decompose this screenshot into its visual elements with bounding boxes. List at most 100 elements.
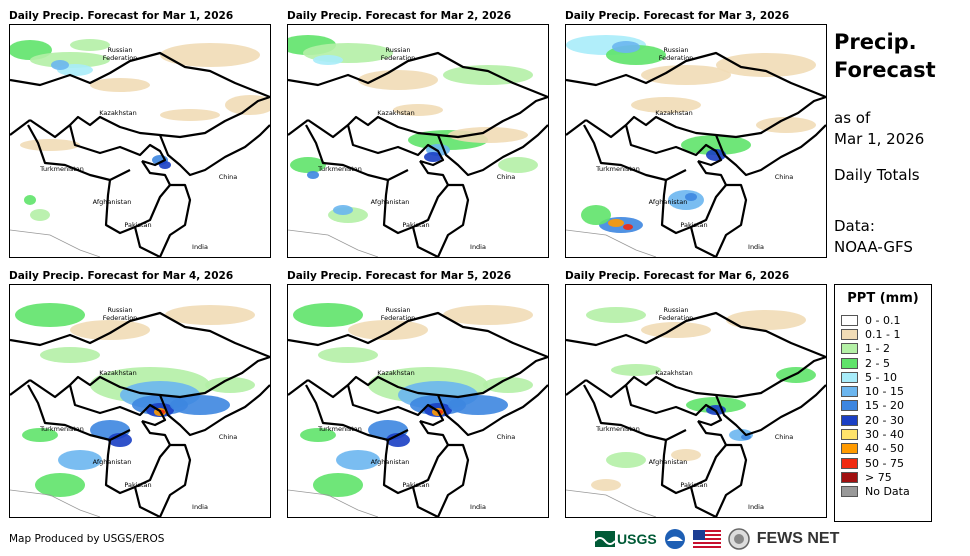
legend-item: 2 - 5 [841,356,925,370]
precip-area [20,139,80,151]
precip-area [35,473,85,497]
country-border [133,443,192,517]
country-label-afghanistan: Afghanistan [92,458,132,466]
precip-area [606,452,646,468]
country-border [411,443,470,517]
legend-title: PPT (mm) [847,291,919,306]
legend-item: > 75 [841,470,925,484]
country-label-turkmenistan: Turkmenistan [40,425,84,433]
country-label-china: China [774,433,794,441]
map-canvas [10,303,270,517]
legend-item: 5 - 10 [841,370,925,384]
legend-label: 30 - 40 [865,428,904,442]
usaid-seal-icon [727,528,750,550]
legend-label: No Data [865,485,910,499]
as-of-value: Mar 1, 2026 [834,130,925,148]
country-border [382,160,450,235]
precip-area [716,53,816,77]
forecast-title: Precip. Forecast [834,28,936,84]
precip-area [671,449,701,461]
precip-area [170,395,230,415]
precip-map: Russian Federation Kazakhstan Turkmenistan… [287,284,549,518]
legend-label: 0.1 - 1 [865,327,901,341]
precip-area [165,305,255,325]
country-label-india: India [192,243,208,251]
country-border [585,355,826,399]
panel-title: Daily Precip. Forecast for Mar 2, 2026 [287,10,512,22]
legend-swatch [841,471,858,483]
country-label-india: India [470,503,486,511]
legend-swatch [841,400,858,412]
precip-area [641,65,731,85]
precip-area [30,52,110,68]
precip-area [22,428,58,442]
country-label-kazakhstan: Kazakhstan [377,369,415,377]
legend-label: 5 - 10 [865,370,897,384]
country-border [411,183,470,257]
country-border [288,311,548,359]
panel-title: Daily Precip. Forecast for Mar 1, 2026 [9,10,234,22]
country-label-kazakhstan: Kazakhstan [655,369,693,377]
country-border [436,124,548,177]
map-canvas [10,39,270,257]
country-border [382,420,450,495]
precip-area [159,161,171,169]
precip-area [307,171,319,179]
precip-area [443,305,533,325]
precip-area [443,65,533,85]
legend-swatch [841,357,858,369]
data-source-value: NOAA-GFS [834,238,913,256]
legend-label: 15 - 20 [865,399,904,413]
panel-title: Daily Precip. Forecast for Mar 5, 2026 [287,270,512,282]
country-border [566,311,826,359]
as-of-date: as of Mar 1, 2026 [834,108,924,150]
legend-swatch [841,429,858,441]
coastline [10,229,101,257]
precip-area [611,364,661,376]
precip-area [300,428,336,442]
forecast-panel: Daily Precip. Forecast for Mar 6, 2026 Ru… [565,270,827,520]
precip-area [70,39,110,51]
panel-title: Daily Precip. Forecast for Mar 3, 2026 [565,10,790,22]
precip-area [333,205,353,215]
forecast-panel: Daily Precip. Forecast for Mar 1, 2026 Ru… [9,10,271,260]
precip-area [160,43,260,67]
precip-area [591,479,621,491]
agency-logos: USGS FEWS NET [595,526,839,552]
precip-area [318,347,378,363]
country-border [10,51,270,99]
country-border [158,384,270,437]
precip-map: Russian Federation Kazakhstan Turkmenistan… [287,24,549,258]
legend-swatch [841,314,858,326]
country-label-china: China [218,173,238,181]
forecast-panel: Daily Precip. Forecast for Mar 5, 2026 Ru… [287,270,549,520]
country-label-china: China [496,173,516,181]
country-border [624,384,723,427]
country-border [660,420,728,495]
data-source: Data: NOAA-GFS [834,216,913,258]
precip-area [681,135,751,155]
country-label-russia: Russian Federation [380,306,416,322]
precip-area [108,433,132,447]
country-label-pakistan: Pakistan [124,481,152,489]
country-border [660,160,728,235]
legend-label: 50 - 75 [865,456,904,470]
precip-area [348,320,428,340]
country-label-russia: Russian Federation [658,46,694,62]
legend-swatch [841,486,858,498]
country-border [288,51,548,99]
legend-label: 10 - 15 [865,385,904,399]
country-label-pakistan: Pakistan [402,221,430,229]
country-border [104,160,172,235]
legend-label: 20 - 30 [865,413,904,427]
precip-area [685,193,697,201]
usgs-logo: USGS [595,531,657,547]
panel-title: Daily Precip. Forecast for Mar 4, 2026 [9,270,234,282]
precip-map: Russian Federation Kazakhstan Turkmenistan… [565,284,827,518]
legend-item: 50 - 75 [841,456,925,470]
legend-label: 2 - 5 [865,356,890,370]
country-label-pakistan: Pakistan [680,221,708,229]
precip-area [756,117,816,133]
country-label-india: India [748,243,764,251]
country-border [104,420,172,495]
